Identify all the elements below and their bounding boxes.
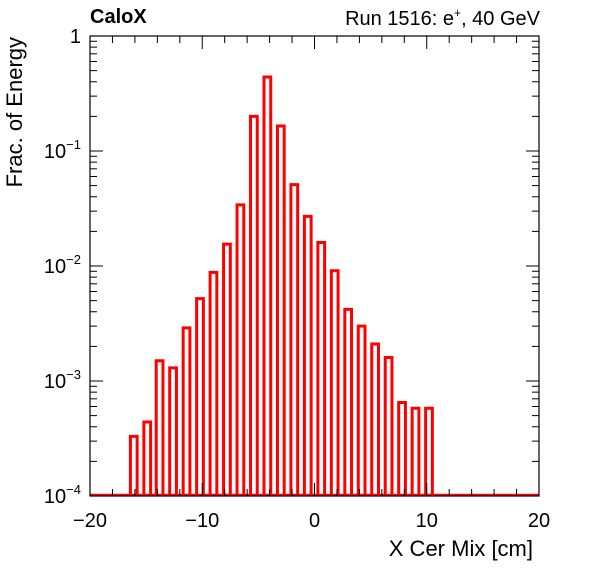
- histogram-bar: [410, 406, 421, 495]
- x-tick-label: 0: [309, 510, 320, 532]
- run-info-suffix: , 40 GeV: [461, 8, 540, 30]
- histogram-bar: [181, 326, 192, 495]
- x-axis-title: X Cer Mix [cm]: [389, 536, 533, 561]
- x-tick-label: 20: [528, 510, 550, 532]
- histogram-bar: [316, 241, 327, 495]
- histogram-bar: [356, 324, 367, 495]
- x-tick-label: −20: [73, 510, 107, 532]
- histogram-bar: [249, 114, 259, 495]
- histogram-bar: [208, 270, 219, 495]
- y-tick-label: 10−4: [44, 482, 81, 508]
- histogram-bar: [262, 75, 273, 495]
- histogram-bar: [397, 401, 407, 495]
- histogram-bar: [154, 359, 165, 495]
- histogram-bar: [424, 406, 434, 495]
- histogram-bar: [289, 183, 300, 495]
- histogram-bar: [383, 356, 394, 495]
- histogram-bar: [195, 297, 205, 495]
- run-info-charge: +: [454, 6, 462, 20]
- histogram-bar: [343, 307, 354, 495]
- x-tick-label: −10: [185, 510, 219, 532]
- run-info-label: Run 1516: e+, 40 GeV: [345, 6, 540, 31]
- histogram-bar: [275, 124, 286, 495]
- y-tick-label: 10−3: [44, 367, 81, 393]
- histogram-bar: [142, 420, 153, 495]
- y-tick-label: 1: [70, 26, 81, 48]
- experiment-label: CaloX: [90, 6, 147, 28]
- y-axis-title: Frac. of Energy: [2, 37, 27, 187]
- y-tick-label: 10−1: [44, 137, 81, 163]
- y-tick-label: 10−2: [44, 252, 81, 278]
- x-tick-label: 10: [416, 510, 438, 532]
- bars-layer: [90, 75, 539, 497]
- histogram-bar: [302, 214, 313, 495]
- histogram-bar: [329, 269, 340, 495]
- run-info-prefix: Run 1516: e: [345, 8, 455, 30]
- histogram-bar: [168, 366, 178, 495]
- histogram-bar: [235, 203, 246, 495]
- histogram-bar: [370, 342, 380, 495]
- histogram-bar: [128, 434, 139, 495]
- histogram-bar: [222, 242, 232, 495]
